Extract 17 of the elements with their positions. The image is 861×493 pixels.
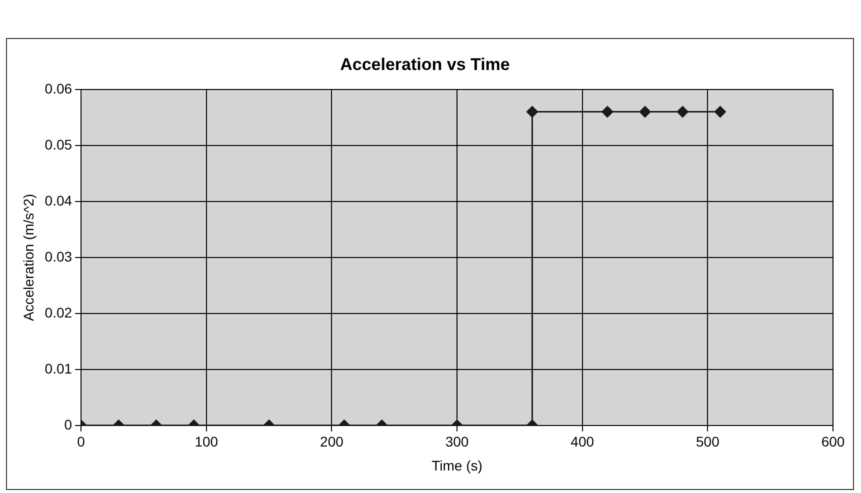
x-tick-label: 400 [570,434,594,450]
y-tick-label: 0.06 [44,80,72,96]
y-tick-label: 0.03 [44,248,72,264]
x-tick-label: 500 [696,434,720,450]
x-axis-title: Time (s) [432,457,482,474]
x-tick-label: 600 [821,434,845,450]
chart-title: Acceleration vs Time [340,54,510,74]
y-tick-label: 0.04 [44,192,72,208]
y-tick-label: 0 [64,416,72,432]
y-tick-label: 0.02 [44,304,72,320]
y-tick-label: 0.01 [44,360,72,376]
y-tick-label: 0.05 [44,136,72,152]
x-tick-label: 0 [77,434,86,450]
x-tick-label: 200 [320,434,344,450]
x-tick-label: 300 [445,434,469,450]
y-axis-title: Acceleration (m/s^2) [20,194,36,321]
x-tick-label: 100 [194,434,218,450]
